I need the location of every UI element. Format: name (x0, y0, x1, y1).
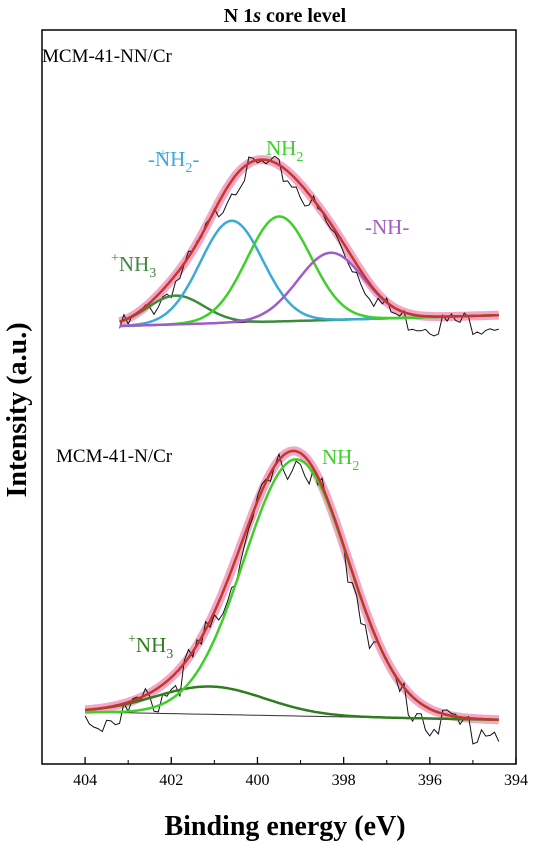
plot-frame (41, 29, 517, 765)
nh2-label-top: NH2 (266, 136, 303, 165)
plot-curves (82, 155, 502, 745)
nh2-plus-label-top: -NH2-+ (148, 147, 199, 176)
x-tick-label: 404 (73, 772, 97, 789)
envelope-fit (85, 449, 499, 721)
title-prefix: N 1 (224, 5, 253, 27)
x-axis-label: Binding energy (eV) (164, 811, 405, 842)
panel-2-curves (82, 446, 502, 745)
nh2-label-bottom: NH2 (322, 445, 359, 474)
envelope-glow (82, 446, 502, 725)
x-tick-label: 398 (332, 772, 356, 789)
x-tick-label: 402 (159, 772, 183, 789)
x-axis-ticks: 404 402 400 398 396 394 (41, 757, 528, 789)
nh-label-top: -NH- (365, 215, 409, 239)
component-nh2 (85, 458, 499, 721)
x-tick-label: 396 (418, 772, 442, 789)
envelope-glow (116, 155, 502, 327)
raw-spectrum (84, 452, 500, 745)
peak-labels: +NH3 -NH2-+ NH2 -NH- +NH3 NH2 (111, 136, 409, 662)
panel-2-sample-label: MCM-41-N/Cr (56, 446, 173, 467)
raw-spectrum (119, 155, 499, 337)
nh3-label-top: +NH3 (111, 251, 156, 281)
panel-1-curves (116, 155, 502, 337)
svg-text:N 1s core level: N 1s core level (224, 5, 347, 27)
x-tick-label: 400 (245, 772, 269, 789)
component-nh3_dark (85, 685, 499, 722)
y-axis-label: Intensity (a.u.) (2, 322, 33, 497)
panel-1-sample-label: MCM-41-NN/Cr (42, 46, 173, 67)
nh3-label-bottom: +NH3 (128, 632, 173, 662)
chart-title: N 1s core level (224, 5, 347, 27)
x-tick-label: 394 (504, 772, 528, 789)
title-suffix: core level (261, 5, 347, 27)
envelope-fit (119, 158, 499, 323)
title-italic-s: s (252, 5, 261, 27)
